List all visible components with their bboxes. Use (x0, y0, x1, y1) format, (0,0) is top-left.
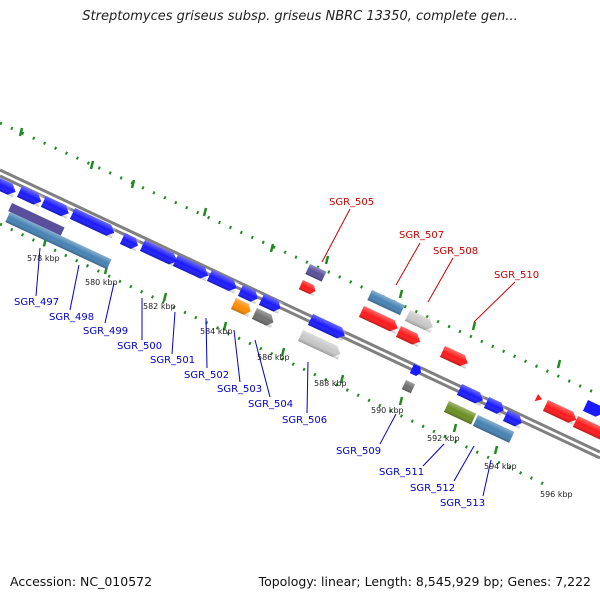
genome-stats-text: Topology: linear; Length: 8,545,929 bp; … (258, 574, 591, 589)
gene-feature[interactable] (472, 415, 515, 443)
scale-label: 578 kbp (27, 254, 60, 263)
gene-label-sgr-498[interactable]: SGR_498 (49, 312, 94, 323)
gene-feature[interactable] (367, 290, 405, 316)
gene-label-sgr-499[interactable]: SGR_499 (83, 326, 128, 337)
gene-feature[interactable] (139, 240, 180, 267)
gene-feature[interactable] (230, 298, 254, 317)
gene-feature[interactable] (502, 410, 525, 429)
gene-feature[interactable] (358, 306, 401, 334)
gene-feature[interactable] (404, 310, 436, 333)
gene-feature[interactable] (305, 264, 327, 282)
scale-labels: 578 kbp 580 kbp 582 kbp 584 kbp 586 kbp … (27, 254, 573, 499)
gene-label-sgr-505[interactable]: SGR_505 (329, 197, 374, 208)
gene-label-sgr-507[interactable]: SGR_507 (399, 230, 444, 241)
gene-feature[interactable] (251, 308, 277, 328)
outer-tick (89, 160, 95, 170)
gene-label-sgr-511[interactable]: SGR_511 (379, 467, 424, 478)
gene-feature[interactable] (69, 208, 117, 239)
gene-feature[interactable] (297, 330, 343, 360)
gene-feature[interactable] (172, 255, 211, 282)
outer-tick (269, 243, 275, 253)
inner-tick (222, 321, 228, 331)
gene-label-sgr-497[interactable]: SGR_497 (14, 297, 59, 308)
scale-label: 580 kbp (85, 278, 118, 287)
gene-feature[interactable] (456, 384, 486, 406)
gene-feature[interactable] (0, 178, 19, 198)
gene-arrow (409, 364, 421, 377)
gene-feature[interactable] (119, 233, 141, 252)
inner-tick (398, 396, 404, 406)
gene-feature[interactable] (443, 401, 477, 425)
gene-feature[interactable] (40, 196, 72, 219)
scale-label: 582 kbp (143, 302, 176, 311)
gene-label-sgr-513[interactable]: SGR_513 (440, 498, 485, 509)
gene-feature[interactable] (206, 270, 240, 294)
gene-feature[interactable] (258, 294, 284, 314)
inner-tick (452, 423, 458, 433)
scale-label: 594 kbp (484, 462, 517, 471)
outer-tick (398, 289, 404, 299)
map-title: Streptomyces griseus subsp. griseus NBRC… (82, 9, 518, 24)
gene-label-sgr-500[interactable]: SGR_500 (117, 341, 162, 352)
reverse-gene-labels: SGR_497 SGR_498 SGR_499 SGR_500 SGR_501 … (14, 297, 485, 509)
gene-feature[interactable] (439, 346, 471, 369)
gene-feature[interactable] (582, 400, 600, 419)
gene-label-sgr-502[interactable]: SGR_502 (184, 370, 229, 381)
gene-label-sgr-503[interactable]: SGR_503 (217, 384, 262, 395)
scale-label: 586 kbp (257, 353, 290, 362)
gene-feature[interactable] (237, 285, 261, 304)
outer-tick (202, 207, 208, 217)
forward-callouts (321, 208, 516, 323)
gene-feature[interactable] (534, 394, 544, 404)
gene-label-sgr-509[interactable]: SGR_509 (336, 446, 381, 457)
accession-text: Accession: NC_010572 (10, 574, 153, 589)
gene-features[interactable] (0, 178, 600, 443)
scale-label: 590 kbp (371, 406, 404, 415)
gene-feature[interactable] (572, 416, 600, 443)
scale-label: 584 kbp (200, 327, 233, 336)
gene-label-sgr-510[interactable]: SGR_510 (494, 270, 539, 281)
gene-arrow (534, 394, 543, 402)
gene-label-sgr-501[interactable]: SGR_501 (150, 355, 195, 366)
outer-tick (130, 179, 136, 189)
outer-tick (324, 255, 330, 265)
outer-tick (18, 127, 24, 137)
outer-tick (471, 321, 477, 331)
gene-feature[interactable] (307, 314, 348, 341)
gene-arrow (582, 400, 600, 417)
reverse-callouts (35, 247, 492, 497)
gene-feature[interactable] (409, 364, 423, 377)
gene-feature[interactable] (483, 397, 507, 416)
inner-tick (162, 292, 168, 302)
gene-feature[interactable] (395, 326, 423, 348)
scale-label: 588 kbp (314, 379, 347, 388)
gene-feature[interactable] (401, 380, 416, 394)
gene-feature[interactable] (542, 400, 579, 426)
forward-gene-labels: SGR_505 SGR_507 SGR_508 SGR_510 (329, 197, 539, 281)
gene-label-sgr-506[interactable]: SGR_506 (282, 415, 327, 426)
outer-dotted-ruler (0, 121, 600, 397)
gene-feature[interactable] (298, 280, 318, 296)
inner-tick (493, 445, 499, 455)
gene-feature[interactable] (16, 186, 44, 208)
inner-tick (339, 374, 345, 384)
gene-label-sgr-512[interactable]: SGR_512 (410, 483, 455, 494)
gene-feature[interactable] (5, 212, 112, 270)
inner-tick (280, 347, 286, 357)
scale-label: 592 kbp (427, 434, 460, 443)
gene-feature[interactable] (8, 203, 65, 236)
gene-label-sgr-508[interactable]: SGR_508 (433, 246, 478, 257)
scale-label: 596 kbp (540, 490, 573, 499)
outer-tick (556, 359, 562, 369)
gene-block (8, 203, 65, 236)
gene-label-sgr-504[interactable]: SGR_504 (248, 399, 293, 410)
